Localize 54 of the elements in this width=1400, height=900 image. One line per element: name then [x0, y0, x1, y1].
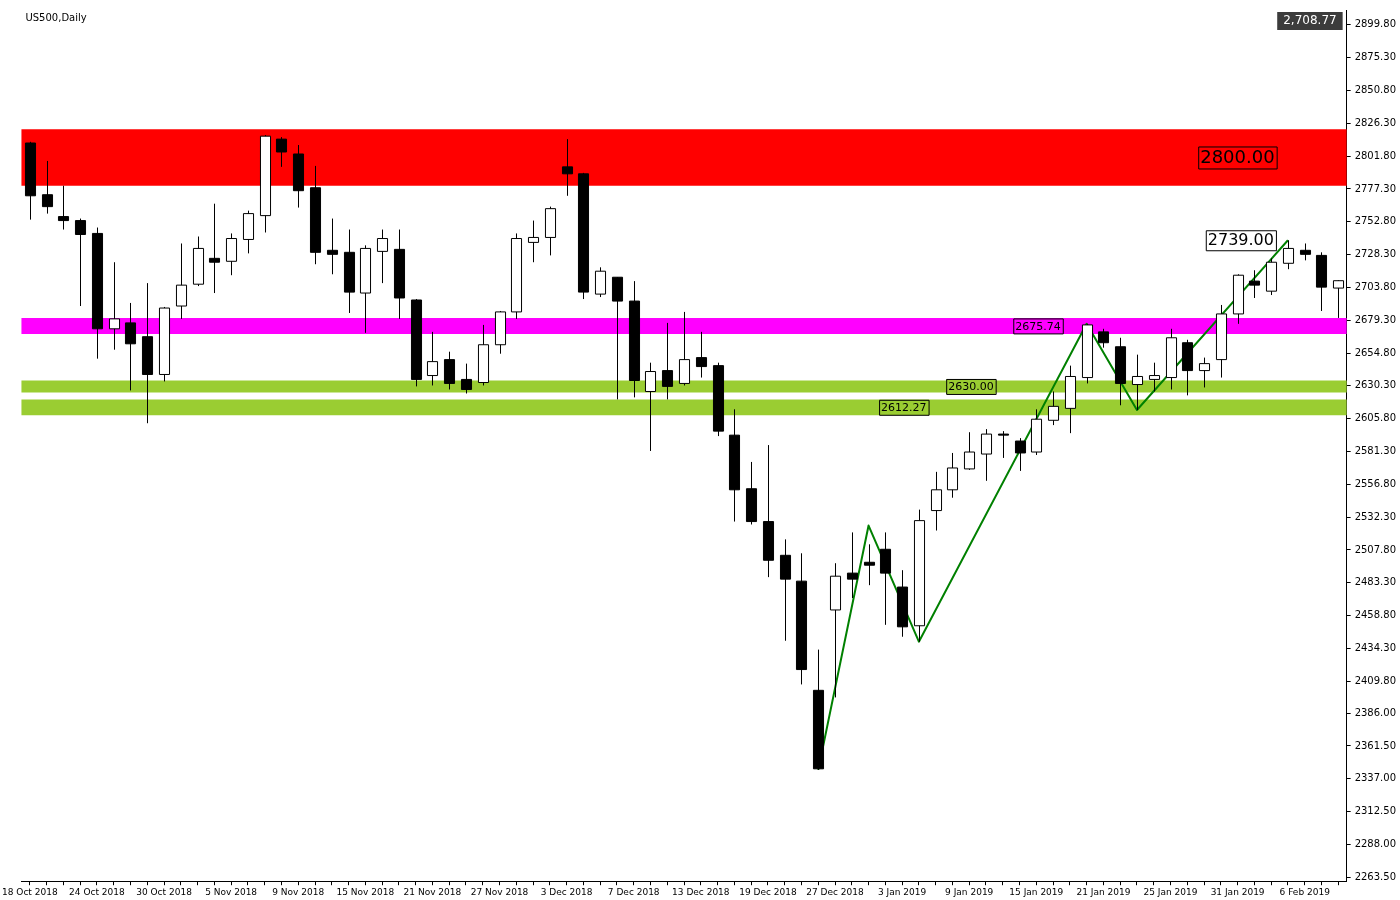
- y-tick-label: 2312.50: [1354, 805, 1397, 817]
- y-tick-label: 2777.30: [1354, 182, 1397, 194]
- x-tick-label: 19 Dec 2018: [739, 886, 797, 897]
- x-tick-label: 7 Dec 2018: [607, 886, 660, 897]
- y-tick-label: 2679.30: [1354, 313, 1397, 325]
- x-tick-label: 27 Dec 2018: [806, 886, 865, 897]
- y-tick-label: 2556.80: [1354, 477, 1397, 489]
- x-tick-label: 9 Nov 2018: [272, 886, 325, 897]
- y-tick-label: 2507.80: [1354, 543, 1397, 555]
- band-label: 2612.27: [881, 401, 927, 415]
- y-tick-label: 2850.80: [1354, 84, 1397, 96]
- y-tick-label: 2409.80: [1354, 674, 1397, 686]
- y-tick-label: 2801.80: [1354, 149, 1397, 161]
- band-label: 2675.74: [1015, 319, 1061, 333]
- y-tick-label: 2458.80: [1354, 609, 1397, 621]
- x-tick-label: 30 Oct 2018: [136, 886, 193, 897]
- x-tick-label: 13 Dec 2018: [672, 886, 730, 897]
- annotation: 2739.00: [1207, 230, 1274, 250]
- y-tick-label: 2532.30: [1354, 510, 1397, 522]
- x-tick-label: 3 Jan 2019: [878, 886, 927, 897]
- y-tick-label: 2581.30: [1354, 445, 1397, 457]
- y-tick-label: 2263.50: [1354, 870, 1397, 882]
- x-tick-label: 5 Nov 2018: [205, 886, 258, 897]
- x-tick-label: 15 Jan 2019: [1009, 886, 1064, 897]
- y-tick-label: 2386.00: [1354, 706, 1397, 718]
- y-tick-label: 2361.50: [1354, 739, 1397, 751]
- y-tick-label: 2728.30: [1354, 248, 1397, 260]
- x-tick-label: 9 Jan 2019: [945, 886, 994, 897]
- y-tick-label: 2288.00: [1354, 837, 1397, 849]
- y-tick-label: 2899.80: [1354, 18, 1397, 30]
- band-label: 2630.00: [948, 380, 994, 394]
- x-tick-label: 27 Nov 2018: [470, 886, 529, 897]
- chart-title: US500,Daily: [25, 11, 87, 23]
- y-tick-label: 2875.30: [1354, 51, 1397, 63]
- y-tick-label: 2752.80: [1354, 215, 1397, 227]
- x-tick-label: 6 Feb 2019: [1279, 886, 1331, 897]
- x-tick-label: 21 Jan 2019: [1076, 886, 1131, 897]
- x-tick-label: 31 Jan 2019: [1210, 886, 1265, 897]
- annotation: 2,708.77: [1283, 13, 1337, 28]
- x-tick-label: 21 Nov 2018: [403, 886, 462, 897]
- x-tick-label: 15 Nov 2018: [336, 886, 395, 897]
- y-tick-label: 2826.30: [1354, 116, 1397, 128]
- x-tick-label: 18 Oct 2018: [2, 886, 58, 897]
- y-tick-label: 2703.80: [1354, 281, 1397, 292]
- y-tick-label: 2654.80: [1354, 346, 1397, 358]
- y-tick-label: 2630.30: [1354, 379, 1397, 391]
- y-tick-label: 2337.00: [1354, 772, 1397, 784]
- x-tick-label: 3 Dec 2018: [540, 886, 593, 897]
- y-tick-label: 2434.30: [1354, 641, 1397, 653]
- y-tick-label: 2605.80: [1354, 412, 1397, 424]
- x-tick-label: 24 Oct 2018: [69, 886, 126, 897]
- x-tick-label: 25 Jan 2019: [1143, 886, 1198, 897]
- y-tick-label: 2483.30: [1354, 576, 1397, 588]
- band-label: 2800.00: [1200, 146, 1275, 168]
